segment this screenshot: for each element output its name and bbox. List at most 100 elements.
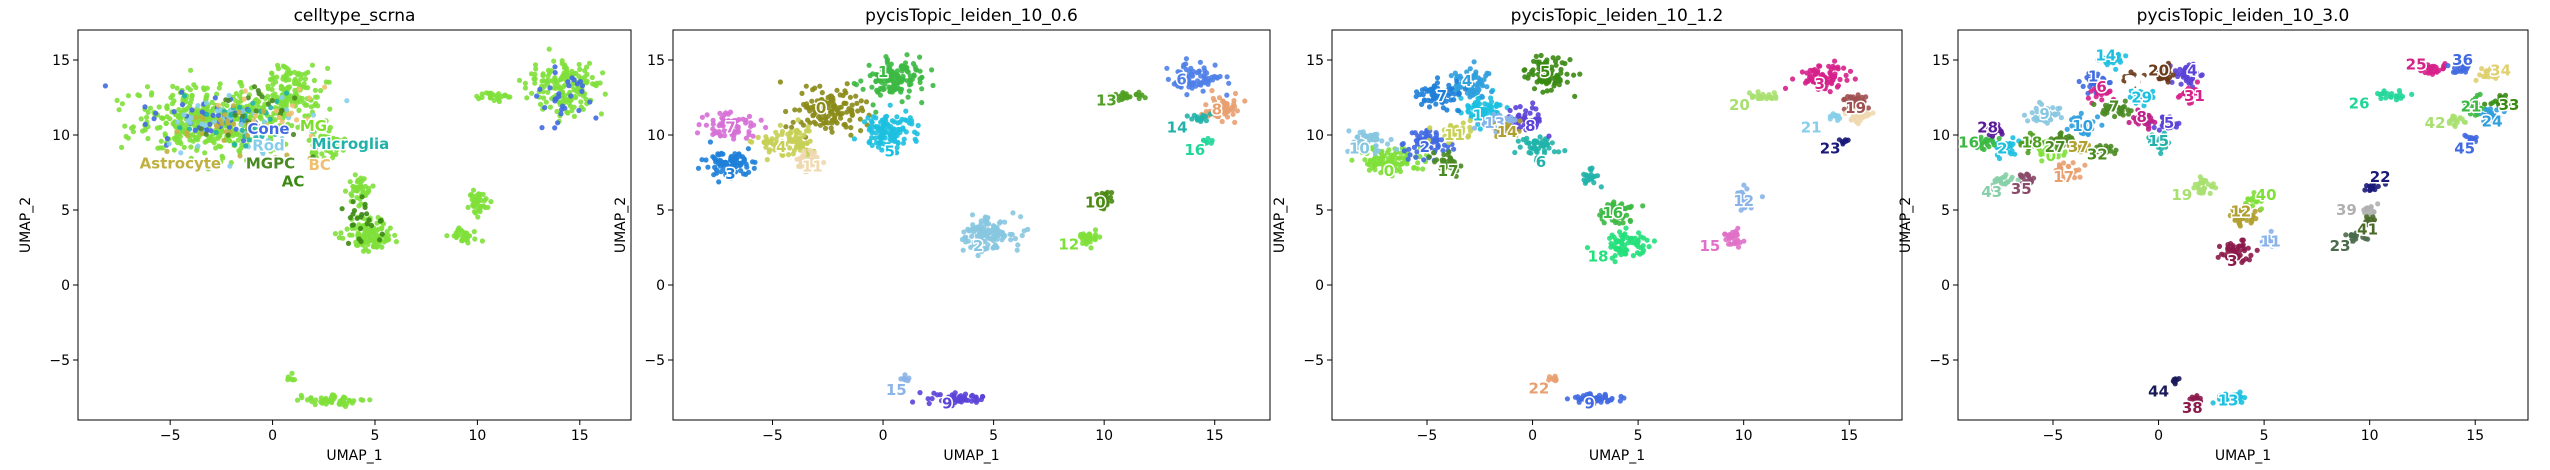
plot-frame	[1957, 29, 2529, 421]
scatter-point	[2055, 106, 2061, 112]
scatter-point	[915, 122, 921, 129]
scatter-point	[1434, 75, 1441, 81]
scatter-point	[1349, 157, 1355, 163]
scatter-point	[2367, 187, 2374, 193]
scatter-point	[763, 124, 769, 131]
scatter-point	[253, 134, 259, 140]
scatter-points	[102, 46, 608, 409]
scatter-point	[1524, 135, 1530, 141]
scatter-point	[1452, 70, 1458, 76]
scatter-point	[1517, 118, 1523, 124]
scatter-point	[164, 136, 170, 142]
scatter-point	[540, 73, 546, 79]
scatter-point	[259, 94, 265, 100]
scatter-point	[387, 225, 393, 231]
scatter-point	[2454, 117, 2460, 123]
scatter-point	[279, 94, 285, 101]
scatter-point	[872, 135, 878, 141]
scatter-point	[2012, 151, 2018, 157]
scatter-point	[1835, 117, 1841, 123]
scatter-point	[1371, 162, 1377, 168]
scatter-point	[342, 188, 349, 194]
scatter-point	[919, 74, 925, 80]
scatter-point	[1194, 114, 1200, 120]
cluster-label: 10	[2072, 117, 2093, 135]
cluster-label: 44	[2148, 383, 2169, 401]
scatter-point	[874, 87, 880, 93]
scatter-point	[1209, 88, 1215, 94]
scatter-point	[879, 126, 885, 132]
scatter-point	[600, 70, 606, 76]
scatter-point	[298, 392, 304, 398]
scatter-point	[1014, 247, 1020, 253]
scatter-point	[960, 247, 966, 253]
scatter-point	[225, 132, 231, 138]
scatter-point	[1533, 53, 1539, 60]
y-tick-label: 0	[656, 278, 665, 294]
cluster-label: 11	[2260, 233, 2281, 251]
scatter-point	[238, 80, 244, 86]
scatter-point	[2482, 101, 2488, 107]
cluster-label: 14	[2095, 47, 2116, 65]
scatter-point	[2240, 237, 2246, 243]
scatter-point	[309, 128, 315, 134]
scatter-point	[2248, 196, 2255, 202]
scatter-point	[2172, 379, 2178, 385]
scatter-point	[1640, 203, 1646, 209]
scatter-point	[2226, 246, 2232, 252]
scatter-point	[985, 242, 991, 248]
scatter-point	[188, 144, 194, 150]
y-tick-label: −5	[1303, 353, 1324, 369]
cluster-label: 19	[2171, 186, 2192, 204]
scatter-point	[1092, 227, 1099, 233]
scatter-point	[1632, 235, 1638, 241]
scatter-point	[973, 399, 980, 405]
cluster-label: 13	[1096, 92, 1117, 110]
scatter-point	[2364, 214, 2370, 220]
scatter-point	[250, 100, 256, 106]
scatter-point	[1523, 108, 1529, 114]
scatter-point	[2108, 148, 2114, 154]
scatter-point	[2080, 83, 2086, 89]
scatter-point	[851, 80, 857, 87]
scatter-point	[2033, 105, 2039, 111]
cluster-label: 4	[776, 138, 786, 156]
scatter-point	[355, 230, 361, 236]
scatter-point	[479, 94, 485, 100]
scatter-point	[2100, 110, 2106, 116]
scatter-point	[1612, 259, 1618, 265]
scatter-point	[1826, 63, 1832, 69]
scatter-point	[289, 123, 295, 129]
scatter-point	[170, 83, 176, 89]
scatter-point	[2399, 93, 2406, 100]
scatter-point	[332, 231, 338, 237]
scatter-point	[897, 119, 903, 125]
scatter-point	[1759, 194, 1765, 200]
scatter-point	[568, 93, 574, 99]
scatter-point	[1832, 58, 1838, 64]
scatter-point	[832, 118, 839, 124]
scatter-point	[1460, 120, 1466, 126]
scatter-point	[189, 107, 195, 113]
scatter-point	[1411, 144, 1417, 150]
scatter-point	[586, 60, 593, 66]
scatter-point	[799, 90, 805, 96]
scatter-point	[293, 80, 299, 86]
scatter-point	[1472, 74, 1478, 80]
scatter-point	[1224, 108, 1230, 114]
scatter-point	[1530, 100, 1536, 106]
scatter-point	[260, 108, 266, 114]
scatter-point	[888, 123, 894, 129]
scatter-point	[597, 80, 603, 86]
scatter-point	[825, 105, 832, 111]
scatter-point	[142, 104, 148, 110]
scatter-point	[2158, 150, 2164, 156]
scatter-point	[279, 136, 285, 142]
scatter-point	[116, 107, 122, 113]
scatter-point	[346, 397, 352, 403]
scatter-point	[1546, 133, 1552, 139]
scatter-point	[564, 109, 570, 115]
scatter-point	[910, 61, 917, 67]
scatter-point	[476, 191, 482, 197]
scatter-point	[228, 112, 234, 118]
